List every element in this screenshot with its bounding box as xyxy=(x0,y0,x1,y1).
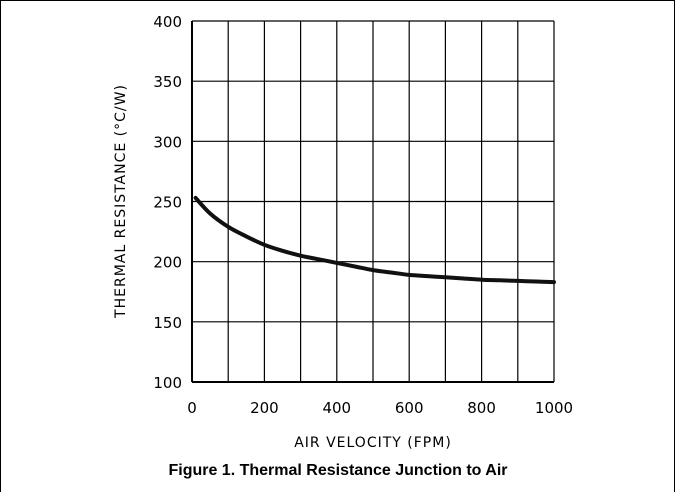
y-axis-ticks: 100 150 200 250 300 350 400 xyxy=(153,13,182,392)
x-tick-label: 600 xyxy=(395,399,424,417)
y-tick-label: 300 xyxy=(153,133,182,151)
y-tick-label: 150 xyxy=(153,314,182,332)
x-tick-label: 400 xyxy=(322,399,351,417)
series-line xyxy=(193,195,556,285)
grid xyxy=(191,20,555,383)
x-tick-label: 800 xyxy=(467,399,496,417)
x-axis-label: AIR VELOCITY (FPM) xyxy=(294,435,452,451)
x-tick-label: 1000 xyxy=(535,399,573,417)
y-tick-label: 100 xyxy=(153,374,182,392)
y-tick-label: 350 xyxy=(153,73,182,91)
y-tick-label: 250 xyxy=(153,194,182,212)
y-tick-label: 200 xyxy=(153,254,182,272)
y-tick-label: 400 xyxy=(153,13,182,31)
figure-caption: Figure 1. Thermal Resistance Junction to… xyxy=(168,462,508,479)
y-axis-label: THERMAL RESISTANCE (°C/W) xyxy=(113,84,129,319)
plot-area xyxy=(191,21,554,383)
x-tick-label: 200 xyxy=(250,399,279,417)
x-axis-ticks: 0 200 400 600 800 1000 xyxy=(187,399,573,417)
x-tick-label: 0 xyxy=(187,399,197,417)
